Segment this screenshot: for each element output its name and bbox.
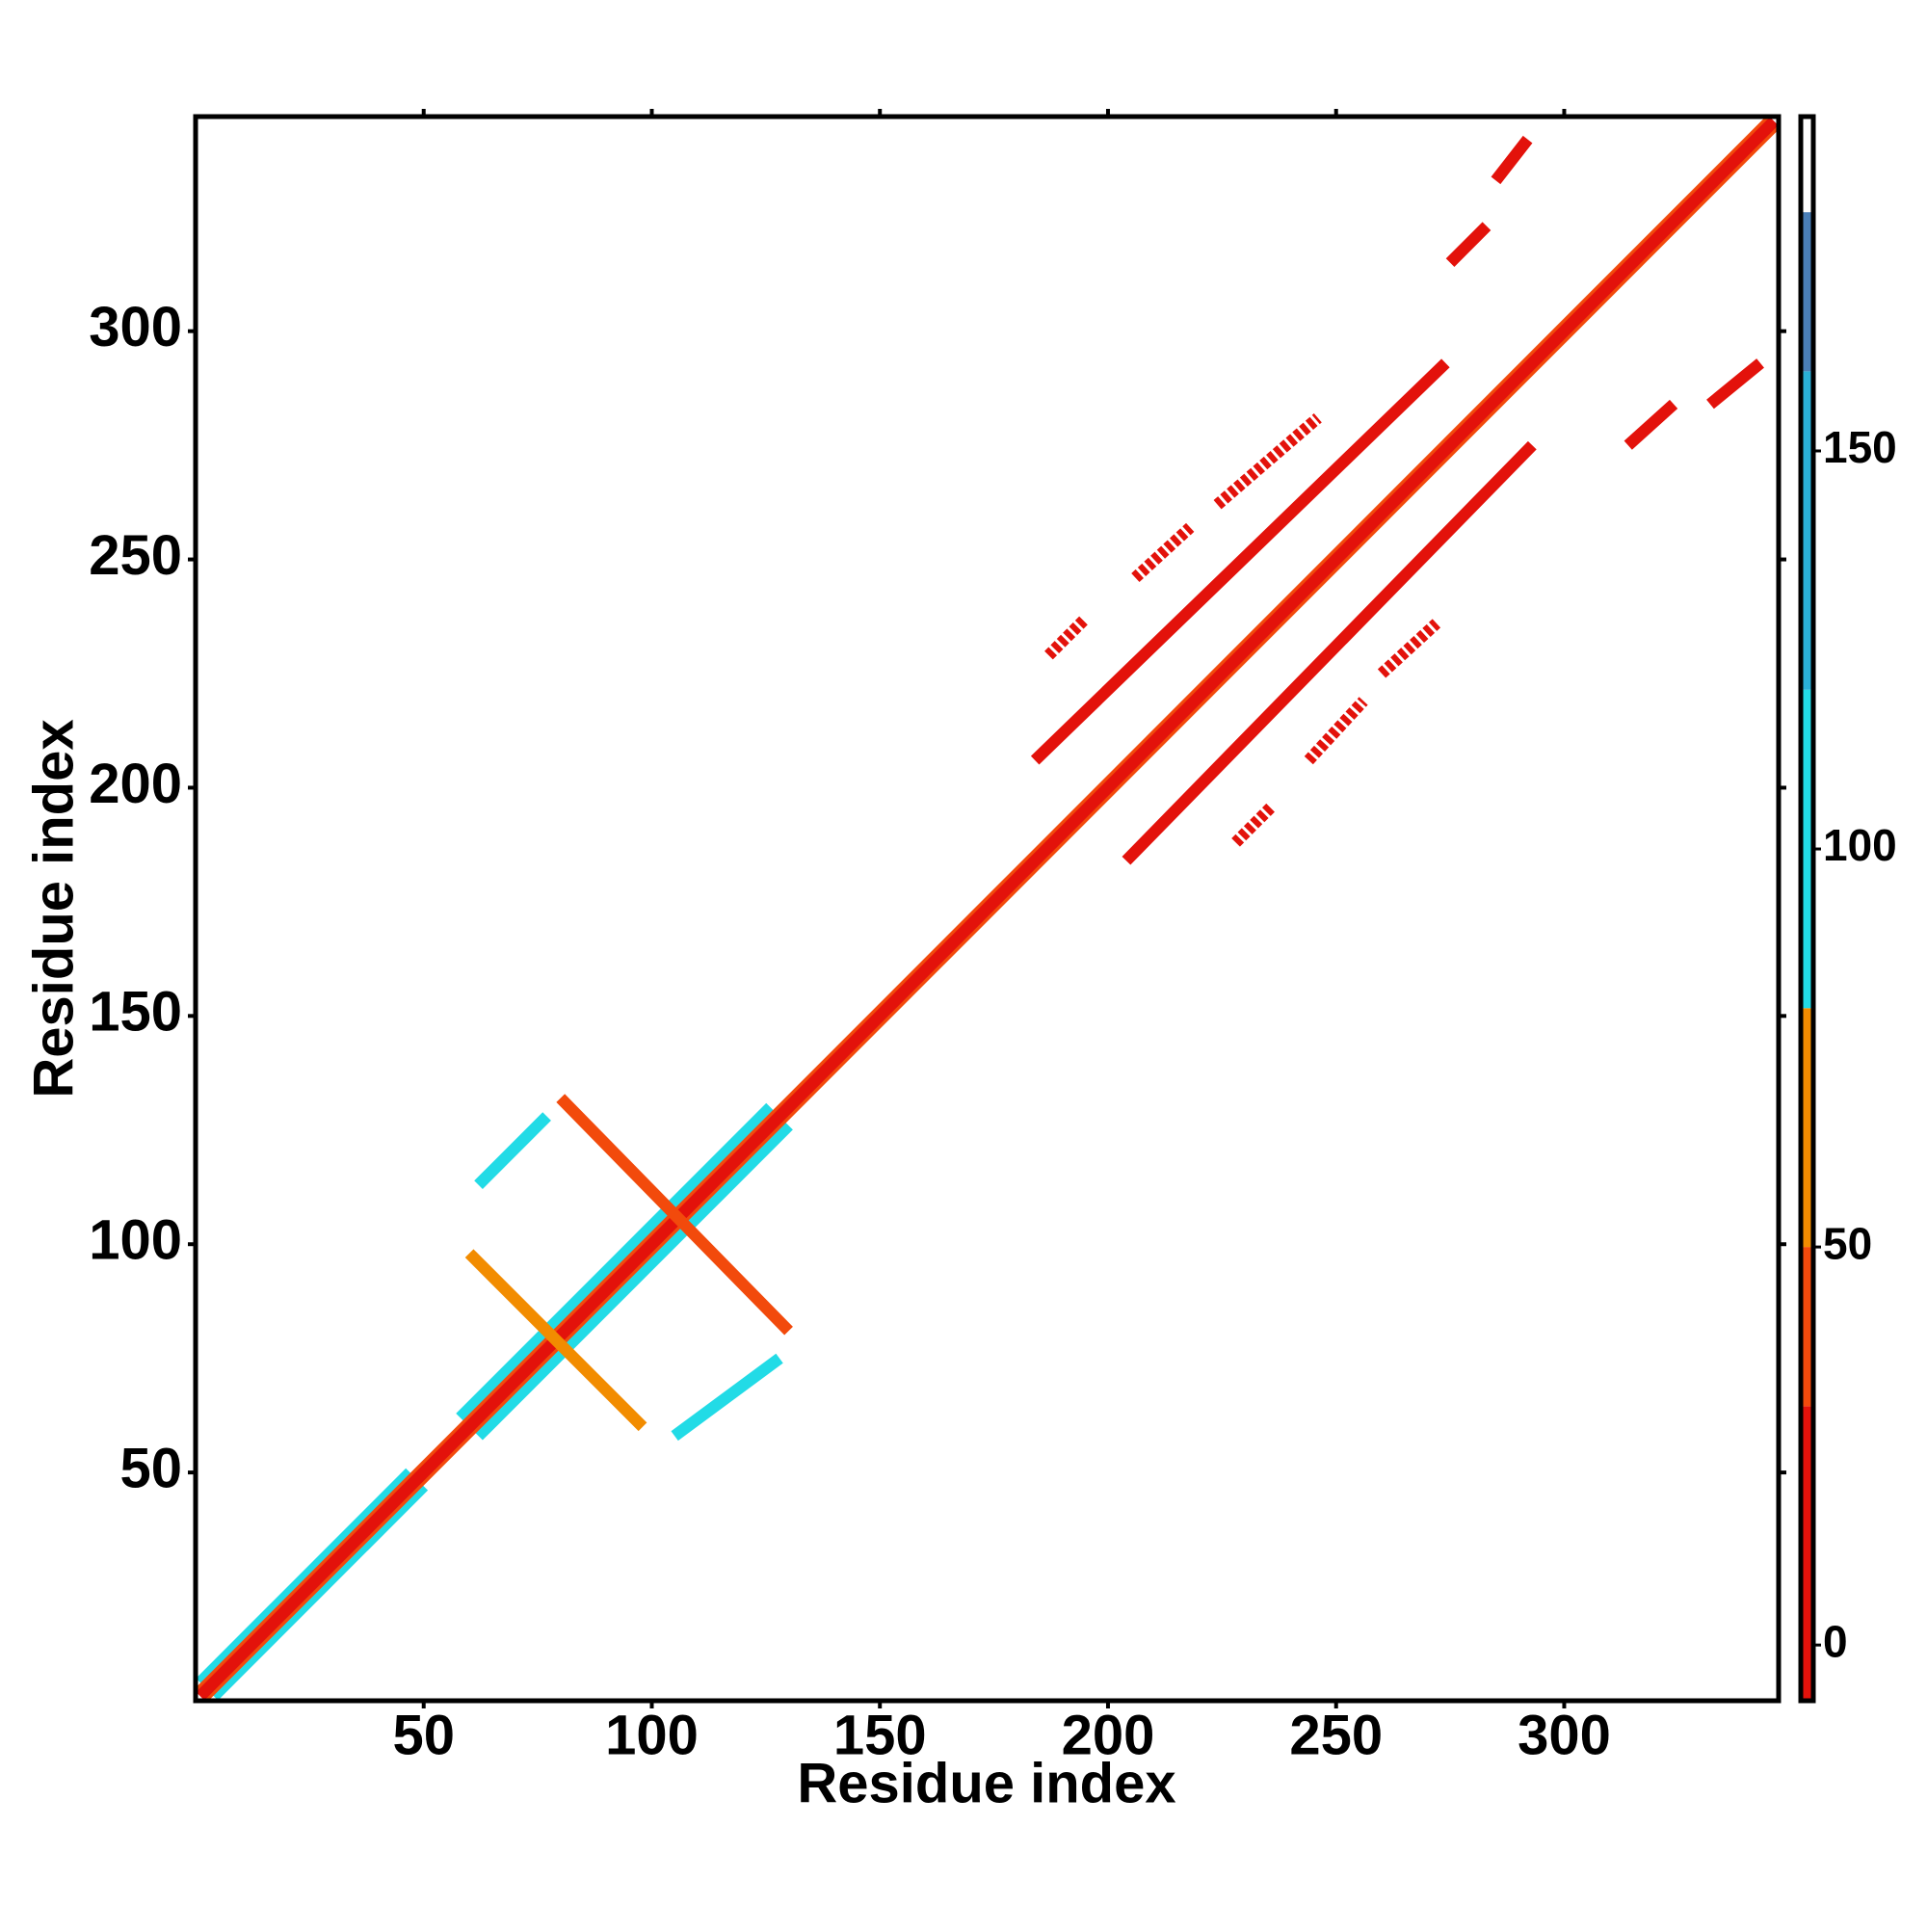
y-tick-label: 150 [89, 981, 182, 1044]
colorbar-tick-label: 0 [1823, 1616, 1848, 1666]
x-tick-label: 100 [605, 1704, 699, 1766]
colorbar-tick-label: 100 [1823, 820, 1897, 870]
colorbar-band [1801, 117, 1813, 213]
y-tick-label: 250 [89, 524, 182, 587]
contact-stripe [456, 1102, 775, 1422]
colorbar-band [1801, 689, 1813, 1009]
contact-stripe [1030, 358, 1450, 765]
contact-stripe [196, 117, 1779, 1701]
x-tick-label: 200 [1062, 1704, 1155, 1766]
x-tick-label: 250 [1289, 1704, 1383, 1766]
x-axis-title: Residue index [797, 1752, 1175, 1814]
y-tick-label: 100 [89, 1209, 182, 1272]
x-tick-label: 300 [1518, 1704, 1611, 1766]
colorbar-band [1801, 1247, 1813, 1407]
y-tick-label: 200 [89, 753, 182, 815]
contact-stripe [1623, 399, 1678, 450]
contact-stripe [209, 1481, 429, 1701]
contact-stripe [1231, 802, 1277, 847]
x-tick-label: 50 [392, 1704, 455, 1766]
contact-stripe [1491, 135, 1533, 185]
colorbar-band [1801, 371, 1813, 690]
contact-stripe [196, 1468, 414, 1687]
contact-stripe [1044, 614, 1090, 660]
contact-stripe [1122, 440, 1537, 865]
contact-stripe [474, 1112, 551, 1189]
contact-stripe [1377, 619, 1441, 678]
contact-stripe [1131, 522, 1195, 583]
x-tick-label: 150 [833, 1704, 927, 1766]
y-axis-title: Residue index [22, 719, 85, 1098]
contact-stripe [1213, 413, 1322, 510]
colorbar-band [1801, 212, 1813, 372]
contact-stripe [1304, 697, 1368, 765]
colorbar-tick-label: 150 [1823, 422, 1897, 472]
contact-stripe [671, 1353, 783, 1442]
contact-stripe [1706, 358, 1764, 410]
colorbar-band [1801, 1008, 1813, 1248]
y-tick-label: 50 [119, 1437, 182, 1499]
colorbar-frame [1798, 114, 1816, 1704]
contact-stripe [1445, 222, 1491, 267]
contact-stripe [474, 1121, 793, 1441]
contact-stripe [464, 1249, 647, 1432]
colorbar-band [1801, 1406, 1813, 1701]
colorbar-tick-label: 50 [1823, 1218, 1872, 1268]
plot-frame [193, 114, 1782, 1704]
contact-stripe [556, 1094, 793, 1336]
y-tick-label: 300 [89, 296, 182, 358]
